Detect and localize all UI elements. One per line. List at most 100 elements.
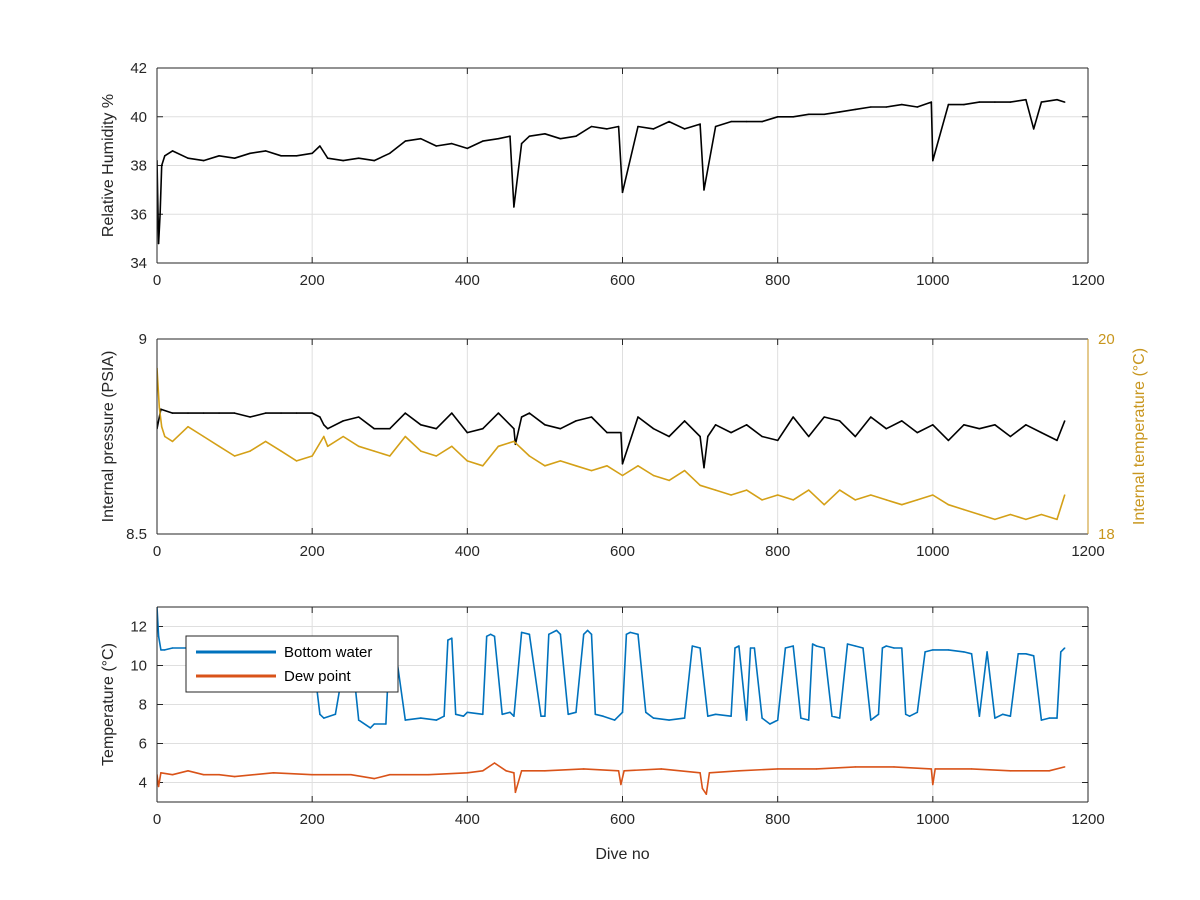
- data-point: [652, 128, 655, 130]
- x-tick-label: 1200: [1071, 811, 1104, 828]
- data-point: [699, 435, 701, 438]
- data-point: [963, 651, 965, 653]
- data-point: [1009, 435, 1012, 438]
- data-point: [373, 159, 376, 162]
- data-point: [761, 717, 763, 719]
- data-point: [620, 783, 622, 786]
- data-point: [792, 116, 794, 118]
- data-point: [637, 125, 639, 128]
- data-point: [885, 499, 888, 501]
- data-point: [901, 103, 903, 106]
- data-point: [870, 416, 872, 418]
- data-point: [559, 427, 562, 430]
- data-point: [520, 416, 523, 418]
- data-point: [1060, 651, 1062, 653]
- data-point: [171, 773, 174, 776]
- data-point: [691, 645, 694, 647]
- data-point: [528, 633, 531, 636]
- data-point: [509, 135, 511, 137]
- data-point: [885, 645, 888, 647]
- data-point: [701, 787, 704, 790]
- data-point: [932, 159, 934, 162]
- data-point: [761, 499, 763, 501]
- data-point: [714, 125, 717, 128]
- data-point: [157, 242, 160, 245]
- data-point: [160, 425, 163, 428]
- data-point: [171, 412, 174, 414]
- x-tick-label: 200: [300, 811, 325, 828]
- data-point: [621, 463, 624, 465]
- data-point: [544, 133, 546, 135]
- data-point: [792, 499, 794, 501]
- data-point: [233, 775, 236, 778]
- data-point: [559, 137, 562, 140]
- x-tick-label: 800: [765, 272, 790, 289]
- data-point: [233, 157, 236, 159]
- data-point: [932, 424, 934, 426]
- data-point: [548, 633, 550, 636]
- data-point: [369, 727, 372, 729]
- data-point: [435, 427, 438, 430]
- data-point: [295, 412, 298, 414]
- x-tick-label: 1200: [1071, 272, 1104, 289]
- data-point: [218, 155, 220, 157]
- data-point: [435, 719, 438, 721]
- data-point: [264, 412, 267, 414]
- data-point: [815, 645, 818, 647]
- panel-pressure: 0 200 400 600 800 1000 1200 8.5 9 18 20 Internal pr…: [100, 331, 1148, 560]
- data-point: [606, 128, 608, 130]
- data-point: [373, 777, 376, 780]
- data-point: [807, 113, 810, 116]
- data-point: [668, 120, 670, 123]
- data-point: [1040, 101, 1043, 103]
- data-point: [590, 416, 593, 418]
- data-point: [1017, 653, 1019, 655]
- data-point: [901, 647, 903, 649]
- data-point: [893, 766, 895, 768]
- data-point: [617, 125, 620, 128]
- data-point: [404, 435, 407, 438]
- data-point: [637, 416, 639, 418]
- data-point: [420, 424, 422, 426]
- data-point: [482, 465, 484, 467]
- data-point: [916, 106, 919, 108]
- data-point: [280, 155, 282, 157]
- panel-humidity: 0 200 400 600 800 1000 1200 34 36 38 40 42 Relative …: [100, 60, 1105, 289]
- data-point: [404, 140, 407, 142]
- x-tick-label: 600: [610, 272, 635, 289]
- data-point: [703, 189, 705, 191]
- data-point: [699, 647, 701, 649]
- data-point: [295, 460, 298, 462]
- data-point: [854, 108, 857, 111]
- data-point: [699, 123, 701, 125]
- data-point: [559, 460, 562, 462]
- data-point: [350, 773, 352, 776]
- data-point: [621, 474, 624, 477]
- data-point: [730, 120, 732, 123]
- data-point: [776, 494, 779, 496]
- data-point: [160, 772, 162, 774]
- data-point: [435, 145, 438, 147]
- data-point: [1009, 101, 1012, 103]
- y-tick-label: 4: [139, 775, 147, 792]
- y-tick-label: 8.5: [126, 526, 147, 543]
- y2-axis-label: Internal temperature (°C): [1131, 348, 1148, 525]
- data-point: [1025, 424, 1027, 426]
- x-tick-label: 1000: [916, 811, 949, 828]
- data-point: [202, 412, 205, 414]
- data-point: [947, 103, 950, 106]
- data-point: [218, 773, 220, 776]
- data-point: [1040, 431, 1043, 434]
- data-point: [745, 120, 748, 123]
- data-point: [629, 631, 632, 634]
- data-point: [932, 494, 934, 496]
- data-point: [171, 647, 174, 649]
- data-point: [482, 713, 484, 716]
- data-point: [202, 159, 205, 162]
- series-line-pressure-0: [157, 408, 1066, 469]
- data-point: [164, 649, 166, 651]
- data-point: [994, 717, 996, 719]
- x-tick-label: 0: [153, 811, 161, 828]
- data-point: [187, 425, 189, 428]
- data-point: [683, 469, 686, 472]
